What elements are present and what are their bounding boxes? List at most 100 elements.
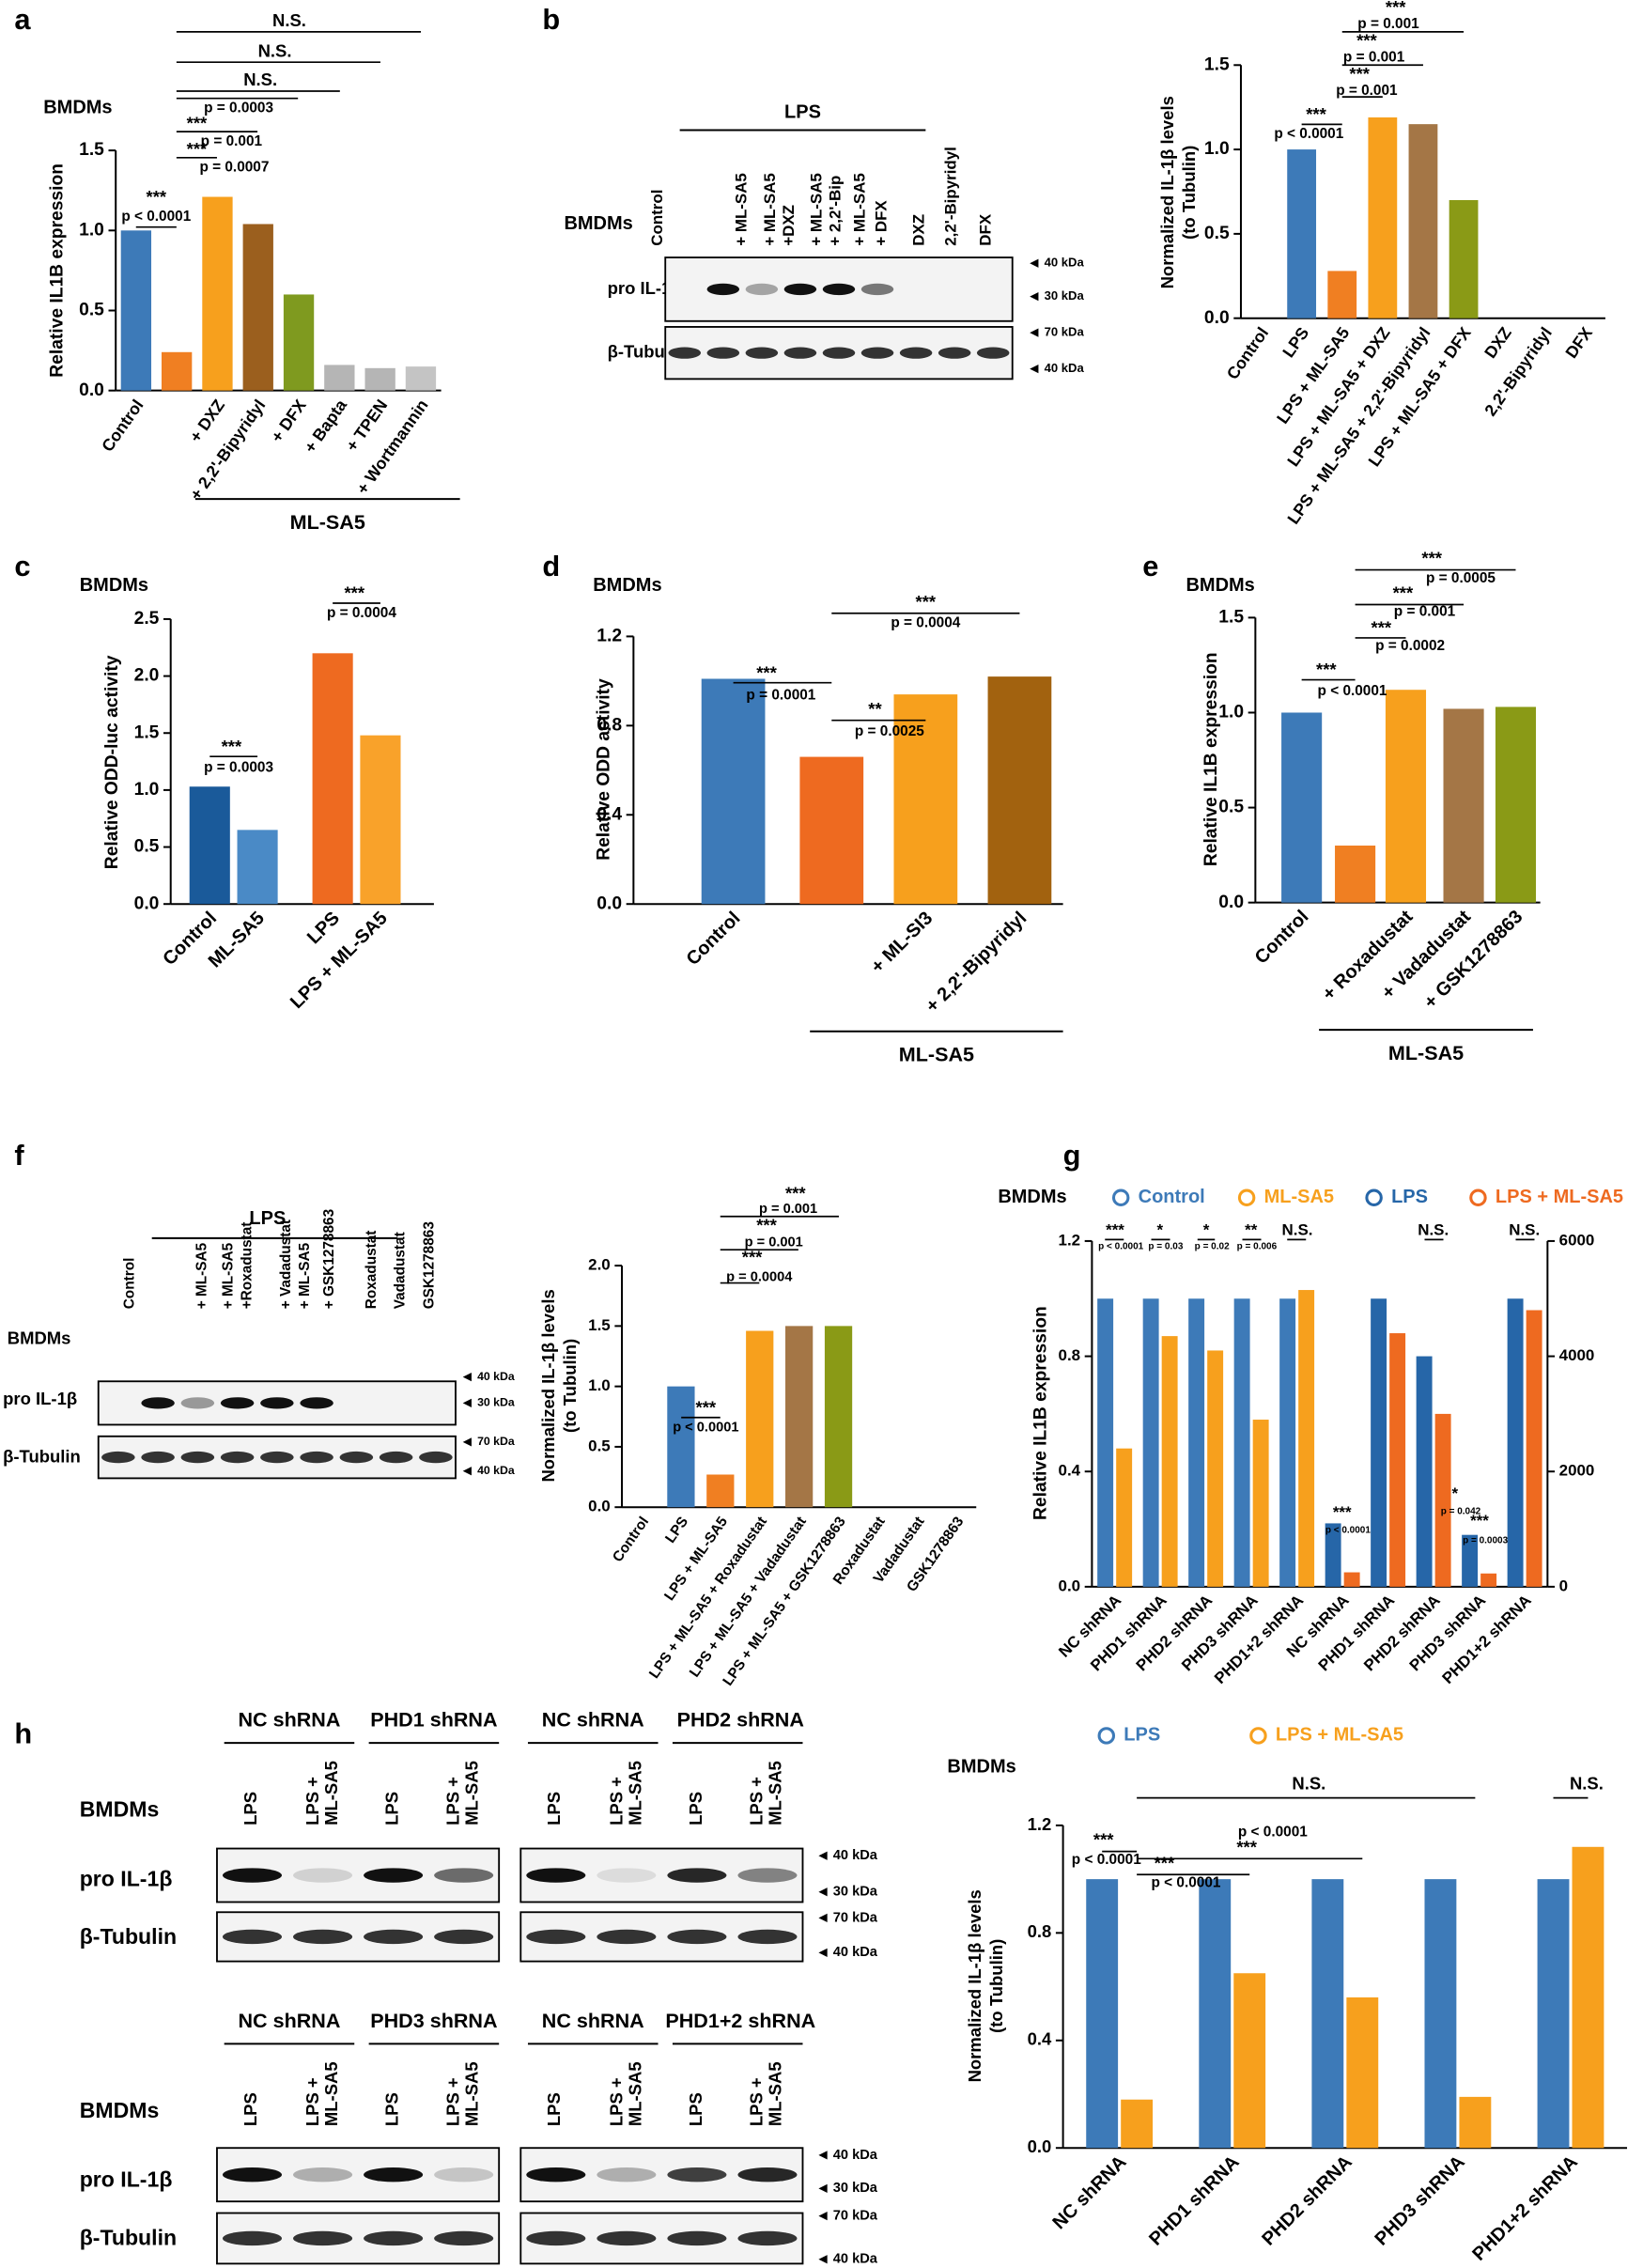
bar (283, 294, 315, 391)
y-axis-label: Normalized IL-1β levels (538, 1289, 558, 1482)
annotation: p = 0.001 (1343, 50, 1405, 66)
blot-band (745, 347, 779, 359)
annotation: p < 0.0001 (1098, 1242, 1144, 1252)
blot-band (938, 347, 971, 359)
annotation: N.S. (1509, 1221, 1540, 1239)
y-tick-label: 1.0 (134, 780, 160, 800)
marker-arrow (462, 1373, 472, 1382)
lane-label: ML-SA5 (766, 2061, 785, 2126)
annotation: p < 0.0001 (1072, 1852, 1141, 1868)
annotation: p = 0.001 (1394, 603, 1456, 619)
legend-label: LPS + ML-SA5 (1496, 1187, 1623, 1207)
group-header: PHD1+2 shRNA (665, 2009, 815, 2032)
annotation: p = 0.0002 (1375, 638, 1445, 654)
blot-band (737, 2167, 798, 2183)
y-tick-label: 1.0 (1204, 139, 1230, 159)
bar (667, 1386, 695, 1508)
legend-label: LPS (1124, 1725, 1160, 1746)
annotation: * (1203, 1221, 1210, 1239)
bar (1335, 846, 1376, 903)
chart-title: BMDMs (593, 575, 661, 596)
chart-title: BMDMs (947, 1757, 1015, 1778)
marker-label: 40 kDa (833, 2252, 878, 2267)
y-tick-label: 1.5 (79, 140, 104, 160)
marker-label: 40 kDa (477, 1464, 515, 1477)
annotation: *** (1333, 1503, 1352, 1521)
marker-arrow (818, 2211, 828, 2221)
lane-label: LPS + (302, 1777, 322, 1825)
blot-band (737, 1929, 798, 1945)
y-tick-label: 0.0 (1059, 1577, 1081, 1594)
blot-band (293, 2167, 353, 2183)
lane-label: ML-SA5 (461, 2061, 481, 2126)
y-tick-label: 1.0 (588, 1376, 611, 1394)
legend-marker (1097, 1727, 1116, 1745)
blot-band (222, 2230, 283, 2246)
bar (987, 676, 1052, 905)
marker-label: 40 kDa (833, 1848, 878, 1863)
y2-tick-label: 2000 (1559, 1462, 1595, 1480)
annotation: p = 0.006 (1237, 1242, 1278, 1252)
y-tick-label: 1.5 (588, 1316, 611, 1334)
blot-band (668, 347, 701, 359)
blot-band (101, 1451, 135, 1464)
annotation: p = 0.001 (201, 133, 263, 149)
blot-band (667, 1868, 727, 1883)
lane-label: Vadadustat (393, 1232, 409, 1309)
bar (405, 366, 437, 391)
blot-band (364, 2167, 424, 2183)
bar (161, 351, 193, 391)
annotation: p < 0.0001 (121, 209, 191, 225)
bar (1287, 149, 1317, 318)
annotation: *** (187, 113, 208, 132)
lane-label: DFX (976, 213, 994, 246)
bar (1389, 1333, 1406, 1587)
bar (1507, 1298, 1524, 1587)
y-tick-label: 0.5 (1218, 798, 1244, 817)
bar (1459, 2096, 1492, 2149)
y-axis-label: (to Tubulin) (986, 1939, 1006, 2033)
y-tick-label: 1.2 (597, 626, 622, 645)
marker-label: 40 kDa (477, 1370, 515, 1383)
annotation: ** (868, 699, 882, 719)
blot-band (822, 283, 856, 296)
lane-label: Control (648, 190, 666, 246)
blot-band (976, 347, 1010, 359)
blot-band (364, 2230, 424, 2246)
marker-label: 30 kDa (1045, 288, 1085, 303)
y-axis-label: (to Tubulin) (560, 1339, 580, 1433)
panel-letter: f (14, 1139, 24, 1172)
bar (1449, 199, 1479, 318)
y-axis-label: Normalized IL-1β levels (1157, 96, 1177, 288)
blot-band (667, 2167, 727, 2183)
lane-label: ML-SA5 (461, 1761, 481, 1825)
y-tick-label: 0.5 (134, 837, 160, 857)
blot-band (597, 1868, 657, 1883)
annotation: p = 0.001 (1357, 16, 1419, 32)
blot-band (597, 2167, 657, 2183)
chart-title: BMDMs (80, 575, 148, 596)
annotation: p = 0.0004 (891, 615, 960, 631)
bar (1252, 1420, 1269, 1587)
y-tick-label: 0.0 (134, 893, 160, 913)
chart-title: BMDMs (1186, 575, 1254, 596)
blot-band (180, 1397, 215, 1409)
y-tick-label: 0.8 (597, 715, 622, 735)
lane-label: 2,2'-Bipyridyl (942, 147, 960, 246)
blot-header: LPS (249, 1208, 286, 1229)
bar (237, 830, 278, 905)
row-label: pro IL-1β (80, 2167, 173, 2192)
blot-band (706, 283, 740, 296)
lane-label: DXZ (910, 214, 928, 246)
y-tick-label: 0.4 (597, 804, 622, 824)
annotation: *** (1306, 104, 1326, 124)
lane-label: + ML-SA5 (297, 1242, 313, 1309)
blot-band (434, 1929, 494, 1945)
blot-band (293, 1929, 353, 1945)
annotation: N.S. (1282, 1221, 1313, 1239)
blot-band (260, 1451, 294, 1464)
blot-band (141, 1397, 175, 1409)
annotation: *** (187, 139, 208, 159)
